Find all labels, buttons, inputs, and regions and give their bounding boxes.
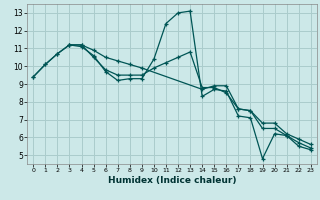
X-axis label: Humidex (Indice chaleur): Humidex (Indice chaleur) — [108, 176, 236, 185]
